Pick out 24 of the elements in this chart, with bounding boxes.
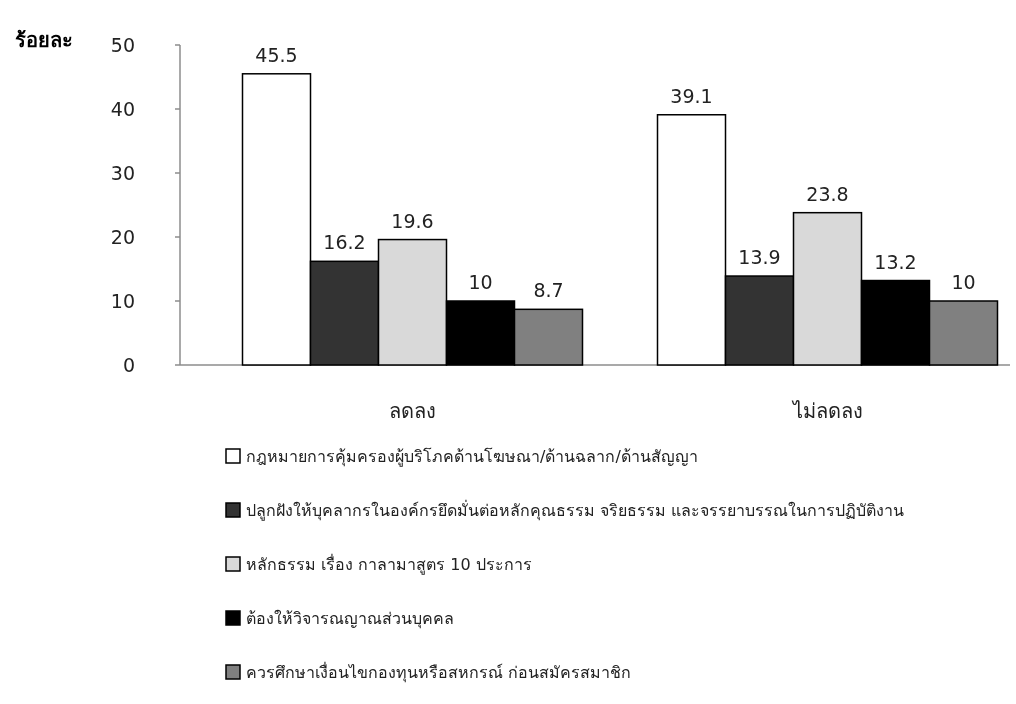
data-label: 10 bbox=[468, 271, 493, 293]
legend-label: หลักธรรม เรื่อง กาลามาสูตร 10 ประการ bbox=[246, 553, 532, 575]
data-label: 23.8 bbox=[806, 182, 849, 205]
y-axis-title: ร้อยละ bbox=[15, 28, 73, 52]
x-tick-label: ลดลง bbox=[389, 399, 436, 423]
y-tick-label: 20 bbox=[110, 226, 135, 248]
legend-label: ต้องให้วิจารณญาณส่วนบุคคล bbox=[246, 609, 454, 629]
data-label: 39.1 bbox=[670, 84, 713, 107]
legend-label: ปลูกฝังให้บุคลากรในองค์กรยึดมั่นต่อหลักคุณธรรม จริยธรรม และจรรยาบรรณในการปฏิบัติงาน bbox=[246, 499, 905, 521]
data-label: 16.2 bbox=[323, 231, 366, 254]
data-label: 45.5 bbox=[255, 43, 298, 66]
data-label: 8.7 bbox=[533, 279, 564, 302]
y-tick-label: 0 bbox=[122, 354, 135, 376]
y-tick-label: 40 bbox=[110, 98, 135, 120]
y-tick-label: 10 bbox=[110, 290, 135, 312]
x-tick-label: ไม่ลดลง bbox=[790, 399, 863, 423]
data-label: 13.2 bbox=[874, 250, 917, 273]
data-label: 10 bbox=[951, 271, 976, 293]
y-tick-label: 30 bbox=[110, 162, 135, 184]
legend-label: กฎหมายการคุ้มครองผู้บริโภคด้านโฆษณา/ด้านฉลาก/ด้านสัญญา bbox=[246, 447, 698, 467]
y-tick-label: 50 bbox=[110, 34, 135, 56]
data-label: 13.9 bbox=[738, 246, 781, 269]
data-label: 19.6 bbox=[391, 209, 434, 232]
legend-label: ควรศึกษาเงื่อนไขกองทุนหรือสหกรณ์ ก่อนสมัครสมาชิก bbox=[246, 661, 632, 683]
